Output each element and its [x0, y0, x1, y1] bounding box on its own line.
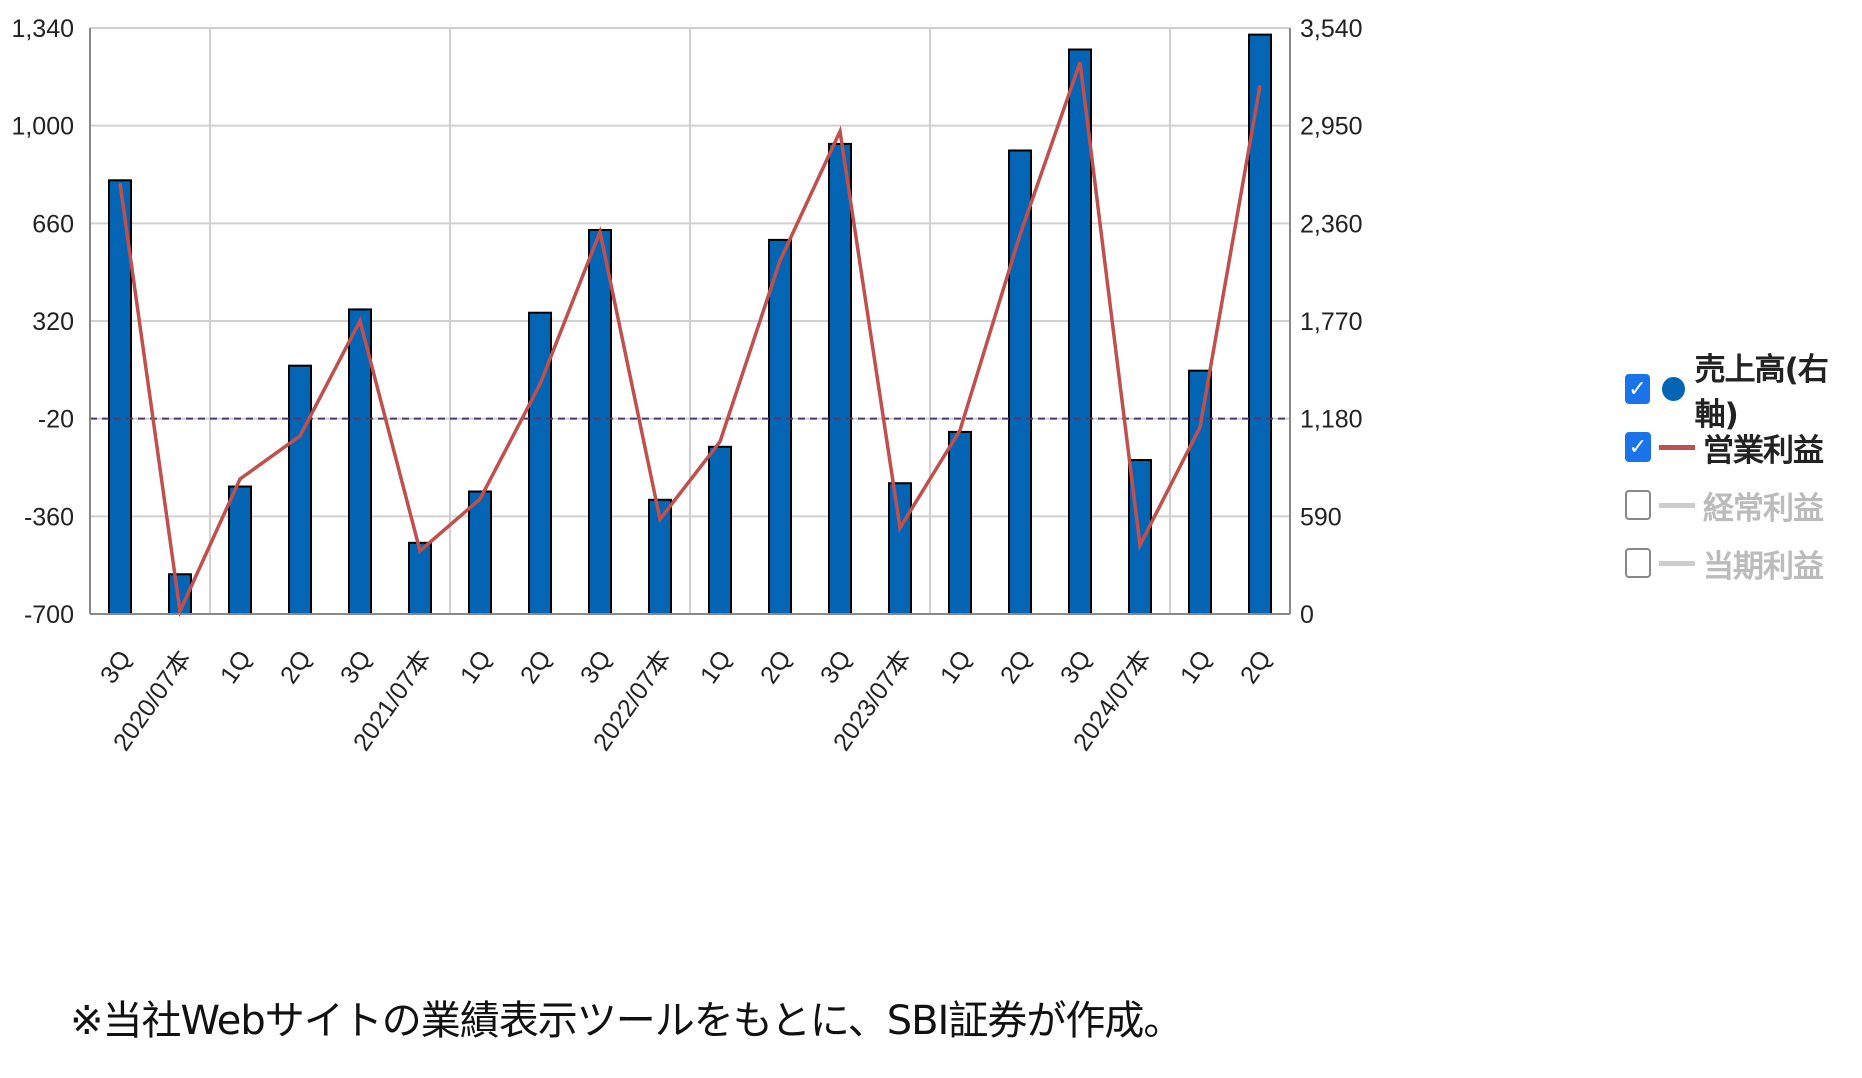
legend-label-operating-profit: 営業利益 [1703, 432, 1824, 469]
axes [89, 28, 1291, 615]
legend-checkbox-ordinary-profit[interactable] [1625, 490, 1651, 520]
bar [408, 541, 432, 616]
y-left-tick-label: -700 [24, 601, 74, 629]
bar [1008, 149, 1032, 616]
bar [288, 364, 312, 615]
caption: ※当社Webサイトの業績表示ツールをもとに、SBI証券が作成。 [70, 998, 1183, 1044]
x-tick-label: 3Q [575, 645, 617, 688]
legend-item-net-profit[interactable]: 当期利益 [1625, 534, 1862, 592]
bar [228, 485, 252, 615]
y-right-tick-label: 2,360 [1300, 210, 1363, 238]
legend-checkbox-net-profit[interactable] [1625, 548, 1651, 578]
bar [588, 228, 612, 615]
left-axis-ticks: 1,340 1,000 660 320 -20 -360 -700 [11, 15, 74, 629]
x-tick-label: 2Q [275, 645, 317, 688]
bar [708, 445, 732, 616]
x-tick-label: 1Q [935, 645, 977, 688]
x-tick-label: 1Q [455, 645, 497, 688]
x-tick-label: 2Q [515, 645, 557, 688]
y-left-tick-label: 320 [32, 308, 74, 336]
y-left-tick-label: -20 [38, 406, 74, 434]
grid [90, 27, 1290, 615]
legend-marker-ordinary-profit-line [1659, 502, 1695, 508]
line-series [118, 61, 1262, 618]
y-left-tick-label: -360 [24, 503, 74, 531]
legend-checkbox-operating-profit[interactable]: ✓ [1625, 432, 1651, 462]
y-right-tick-label: 2,950 [1300, 113, 1363, 141]
x-tick-label: 2Q [755, 645, 797, 688]
x-tick-label: 2Q [995, 645, 1037, 688]
bar [828, 142, 852, 615]
operating-profit-line [118, 61, 1262, 618]
x-tick-label: 3Q [1055, 645, 1097, 688]
y-right-tick-label: 590 [1300, 503, 1342, 531]
bar [468, 490, 492, 616]
legend-label-sales: 売上高(右軸) [1694, 352, 1829, 433]
y-right-tick-label: 1,770 [1300, 308, 1363, 336]
legend-marker-sales-dot [1661, 377, 1685, 401]
x-tick-label: 3Q [335, 645, 377, 688]
bar [528, 311, 552, 615]
y-left-tick-label: 1,340 [11, 15, 74, 43]
right-axis-ticks: 3,540 2,950 2,360 1,770 1,180 590 0 [1300, 15, 1363, 629]
legend-checkbox-sales[interactable]: ✓ [1625, 374, 1650, 404]
y-right-tick-label: 3,540 [1300, 15, 1363, 43]
bar [768, 238, 792, 616]
legend-item-sales[interactable]: ✓ 売上高(右軸) [1625, 352, 1862, 433]
x-tick-label: 1Q [215, 645, 257, 688]
legend-marker-net-profit-line [1659, 560, 1695, 566]
legend-item-ordinary-profit[interactable]: 経常利益 [1625, 476, 1862, 534]
bar [888, 482, 912, 615]
bar [1188, 369, 1212, 615]
x-tick-label: 2Q [1235, 645, 1277, 688]
legend-label-net-profit: 当期利益 [1703, 548, 1824, 585]
y-right-tick-label: 1,180 [1300, 406, 1363, 434]
y-left-tick-label: 660 [32, 210, 74, 238]
x-tick-label: 3Q [815, 645, 857, 688]
legend-label-ordinary-profit: 経常利益 [1703, 490, 1824, 527]
y-right-tick-label: 0 [1300, 601, 1314, 629]
legend: ✓ 売上高(右軸) ✓ 営業利益 経常利益 当期利益 [1625, 352, 1862, 592]
legend-marker-operating-profit-line [1659, 444, 1695, 450]
x-tick-label: 3Q [95, 645, 137, 688]
bar [948, 430, 972, 615]
x-tick-label: 1Q [1175, 645, 1217, 688]
y-left-tick-label: 1,000 [11, 113, 74, 141]
x-tick-label: 1Q [695, 645, 737, 688]
legend-item-operating-profit[interactable]: ✓ 営業利益 [1625, 418, 1862, 476]
